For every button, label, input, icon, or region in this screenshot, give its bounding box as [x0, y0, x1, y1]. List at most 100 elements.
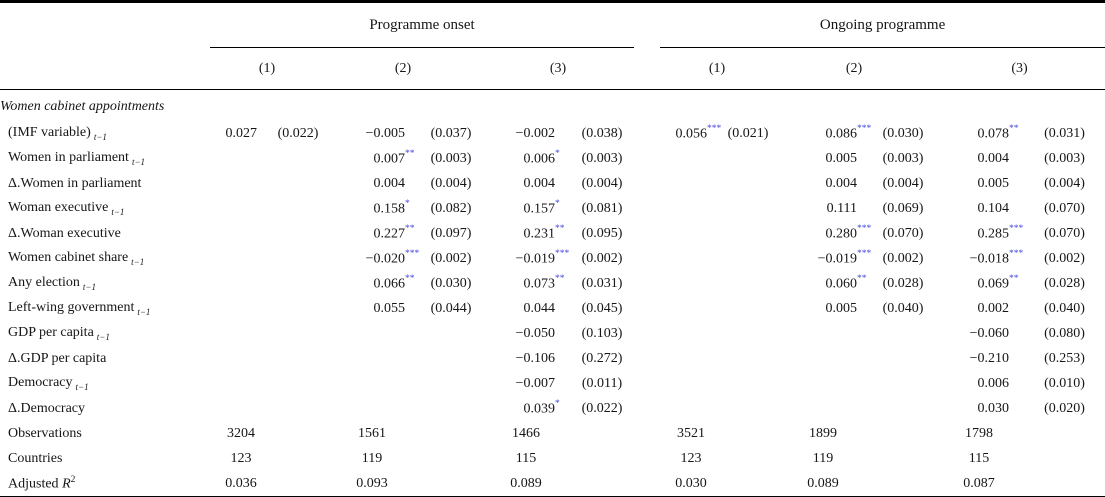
std-error-cell — [722, 321, 774, 346]
std-error-value: (0.070) — [1044, 225, 1085, 241]
coefficient-cell: 0.056*** — [660, 121, 722, 146]
std-error-value: (0.095) — [581, 225, 623, 241]
coefficient-value: 123 — [230, 450, 252, 466]
std-error-cell: (0.070) — [1024, 221, 1105, 246]
panel-gap — [634, 246, 660, 271]
std-error-value: (0.030) — [882, 125, 924, 141]
std-error-value: (0.097) — [430, 225, 472, 241]
coefficient-cell — [210, 171, 272, 196]
std-error-cell: (0.030) — [872, 121, 934, 146]
row-label-text: Δ.GDP per capita — [8, 350, 107, 366]
std-error-cell — [722, 471, 774, 497]
std-error-value: (0.003) — [581, 150, 623, 166]
coefficient-cell: 0.005 — [934, 171, 1024, 196]
coefficient-cell: 0.060** — [774, 271, 872, 296]
coefficient-value: 0.089 — [807, 475, 839, 491]
coefficient-value: −0.007 — [515, 375, 555, 391]
std-error-cell: (0.045) — [570, 296, 634, 321]
std-error-value: (0.010) — [1044, 375, 1085, 391]
coefficient-row: Women in parliament t−1 0.007** (0.003) 0.00… — [0, 146, 1105, 171]
coefficient-value: 115 — [968, 450, 990, 466]
std-error-cell: (0.081) — [570, 196, 634, 221]
coefficient-value: 0.004 — [373, 175, 406, 191]
coefficient-cell — [210, 396, 272, 421]
std-error-cell — [272, 396, 324, 421]
significance-stars: *** — [1009, 248, 1024, 259]
coefficient-value: 0.055 — [373, 300, 406, 316]
stat-value-cell: 123 — [210, 446, 272, 471]
row-label-text: GDP per capita — [8, 325, 94, 341]
std-error-cell: (0.002) — [1024, 246, 1105, 271]
coefficient-value: 3204 — [227, 425, 255, 441]
row-label-text: Δ.Democracy — [8, 400, 86, 416]
significance-stars: *** — [707, 123, 722, 134]
row-label-superscript: 2 — [70, 474, 76, 485]
row-label-subscript: t−1 — [93, 131, 107, 142]
coefficient-row: Δ.Democracy 0.039* (0.022) 0.030 (0.020) — [0, 396, 1105, 421]
row-label-text: Left-wing government — [8, 300, 135, 316]
std-error-cell: (0.022) — [570, 396, 634, 421]
stat-value-cell: 3521 — [660, 421, 722, 446]
std-error-cell — [272, 271, 324, 296]
coefficient-cell — [660, 246, 722, 271]
std-error-cell: (0.103) — [570, 321, 634, 346]
std-error-cell: (0.003) — [420, 146, 482, 171]
significance-stars: *** — [555, 248, 570, 259]
std-error-cell — [272, 171, 324, 196]
coefficient-cell: 0.044 — [482, 296, 570, 321]
coefficient-cell — [210, 371, 272, 396]
panel-gap — [634, 421, 660, 446]
coefficient-cell — [210, 271, 272, 296]
std-error-cell: (0.011) — [570, 371, 634, 396]
coefficient-cell: 0.006* — [482, 146, 570, 171]
std-error-cell: (0.022) — [272, 121, 324, 146]
coefficient-value: 1466 — [512, 425, 540, 441]
coefficient-value: −0.106 — [515, 350, 555, 366]
coefficient-value: −0.050 — [515, 325, 555, 341]
column-header-row: (1) (2) (3) (1) (2) (3) — [0, 47, 1105, 90]
std-error-cell — [272, 421, 324, 446]
row-label-text: Any election — [8, 275, 80, 291]
row-label-text: Women cabinet share — [8, 250, 129, 266]
std-error-cell — [872, 396, 934, 421]
coefficient-cell — [210, 246, 272, 271]
std-error-cell — [272, 146, 324, 171]
row-label-text: Women in parliament — [8, 150, 129, 166]
row-label-subscript: t−1 — [137, 306, 151, 317]
panel-gap — [634, 2, 660, 48]
coefficient-cell — [210, 146, 272, 171]
row-label: Women cabinet share t−1 — [0, 246, 210, 271]
row-label: (IMF variable) t−1 — [0, 121, 210, 146]
std-error-value: (0.002) — [581, 250, 623, 266]
panel-gap — [634, 47, 661, 90]
coefficient-value: 0.004 — [825, 175, 858, 191]
coefficient-cell: 0.006 — [934, 371, 1024, 396]
panel-gap — [634, 471, 660, 497]
row-label: Left-wing government t−1 — [0, 296, 210, 321]
coefficient-cell: −0.050 — [482, 321, 570, 346]
std-error-cell — [420, 421, 482, 446]
std-error-cell: (0.004) — [420, 171, 482, 196]
std-error-value: (0.004) — [1044, 175, 1085, 191]
coefficient-row: Any election t−1 0.066** (0.030) 0.073** (0.0… — [0, 271, 1105, 296]
std-error-cell: (0.028) — [1024, 271, 1105, 296]
coefficient-cell: 0.280*** — [774, 221, 872, 246]
row-label: GDP per capita t−1 — [0, 321, 210, 346]
coefficient-value: 0.027 — [225, 125, 258, 141]
panel-gap — [634, 321, 660, 346]
std-error-cell — [272, 321, 324, 346]
row-label-text: Countries — [8, 450, 63, 466]
coefficient-value: 0.073 — [523, 276, 556, 292]
std-error-cell: (0.030) — [420, 271, 482, 296]
stat-value-cell: 0.087 — [934, 471, 1024, 497]
stat-value-cell: 115 — [482, 446, 570, 471]
row-label: Δ.GDP per capita — [0, 346, 210, 371]
std-error-cell — [420, 371, 482, 396]
coefficient-cell: −0.005 — [324, 121, 420, 146]
coefficient-value: 0.157 — [523, 201, 556, 217]
coefficient-cell: 0.002 — [934, 296, 1024, 321]
coefficient-cell: 0.086*** — [774, 121, 872, 146]
std-error-value: (0.002) — [430, 250, 472, 266]
std-error-cell — [722, 346, 774, 371]
coefficient-value: 0.285 — [977, 226, 1010, 242]
